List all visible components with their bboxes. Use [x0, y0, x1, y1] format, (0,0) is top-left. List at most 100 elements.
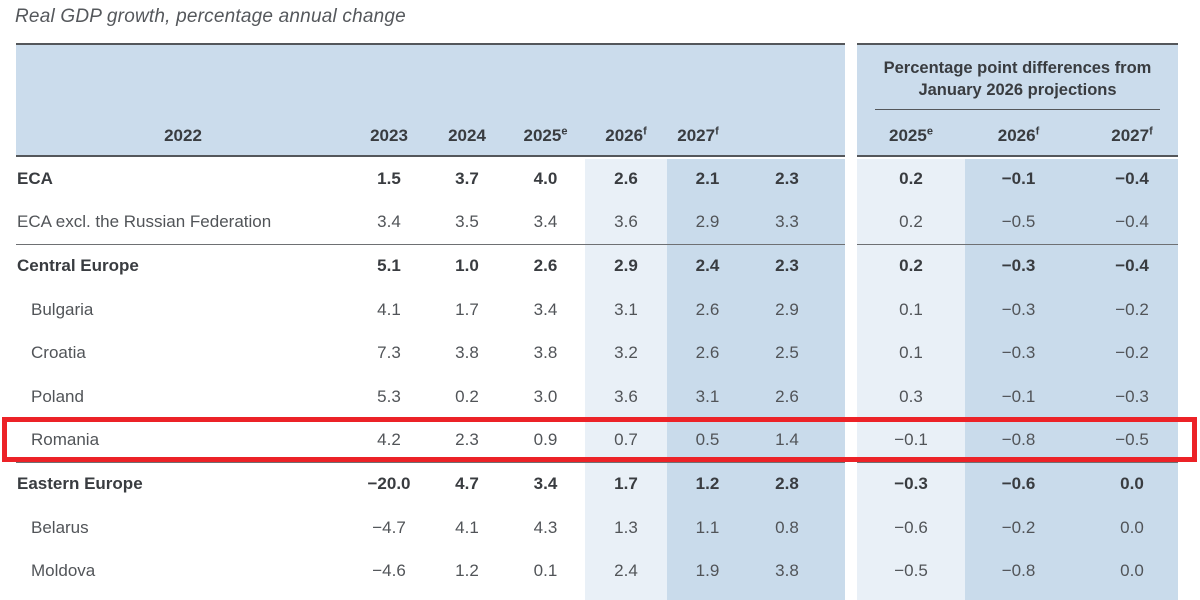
diff-value-cell: −0.2 — [1001, 517, 1036, 537]
table-row: Bulgaria 4.1 1.7 3.4 3.1 2.6 2.9 — [16, 288, 845, 332]
year-column-header: 2027f — [677, 125, 719, 145]
table-title: Real GDP growth, percentage annual chang… — [15, 6, 406, 27]
gdp-value-cell: 1.1 — [695, 517, 720, 537]
table-row-diff: −0.1 −0.8 −0.5 — [857, 419, 1178, 463]
year-column-header: 2027f — [1111, 125, 1153, 145]
gdp-value-cell: 1.0 — [455, 256, 479, 276]
diff-value-cell: −0.4 — [1115, 256, 1149, 276]
row-label: Croatia — [31, 343, 86, 363]
gdp-value-cell: 1.3 — [614, 517, 638, 537]
diff-value-cell: −0.8 — [1001, 561, 1036, 581]
table-row: Central Europe 5.1 1.0 2.6 2.9 2.4 2.3 — [16, 244, 845, 288]
year-column-header: 2025e — [889, 125, 933, 145]
diff-value-cell: 0.1 — [899, 343, 923, 363]
gdp-value-cell: 2.5 — [775, 343, 799, 363]
row-label: Moldova — [31, 561, 96, 581]
gdp-value-cell: 3.4 — [533, 212, 558, 232]
diff-value-cell: −0.8 — [1001, 430, 1036, 450]
growth-year-headers: 2022 2023 2024 2025e 2026f 2027f — [16, 126, 845, 146]
row-label: ECA — [17, 168, 53, 188]
gdp-value-cell: 0.1 — [533, 561, 558, 581]
gdp-value-cell: 7.3 — [377, 343, 401, 363]
diff-value-cell: −0.5 — [894, 561, 928, 581]
row-label: Poland — [31, 386, 84, 406]
diff-value-cell: −0.2 — [1115, 299, 1149, 319]
gdp-value-cell: −20.0 — [367, 474, 411, 494]
diff-value-cell: 0.2 — [899, 212, 923, 232]
diff-value-cell: −0.3 — [1001, 343, 1036, 363]
table-row-diff: −0.5 −0.8 0.0 — [857, 549, 1178, 593]
gdp-value-cell: 3.4 — [533, 474, 558, 494]
gdp-value-cell: 2.9 — [695, 212, 720, 232]
gdp-value-cell: 1.2 — [455, 561, 479, 581]
gdp-value-cell: 2.6 — [775, 386, 799, 406]
growth-rows: ECA 1.5 3.7 4.0 2.6 2.1 2.3 ECA excl. the Russi… — [16, 157, 845, 593]
diff-rows: 0.2 −0.1 −0.4 0.2 −0.5 −0.4 0.2 −0.3 −0.4 0.1 −0.3… — [857, 157, 1178, 593]
gdp-value-cell: 3.5 — [455, 212, 479, 232]
year-column-header: 2026f — [605, 125, 647, 145]
gdp-value-cell: 3.8 — [533, 343, 558, 363]
diff-value-cell: −0.1 — [1001, 168, 1036, 188]
gdp-value-cell: 3.6 — [614, 212, 638, 232]
diff-value-cell: 0.0 — [1120, 517, 1144, 537]
diff-value-cell: −0.1 — [1001, 386, 1036, 406]
year-column-header: 2024 — [448, 126, 486, 145]
gdp-value-cell: 4.1 — [377, 299, 401, 319]
gdp-value-cell: 3.8 — [455, 343, 479, 363]
diff-value-cell: −0.5 — [1001, 212, 1036, 232]
year-column-header: 2022 — [164, 126, 202, 145]
table-row-diff: 0.2 −0.1 −0.4 — [857, 157, 1178, 201]
projection-diff-header: Percentage point differences from Januar… — [857, 45, 1178, 157]
row-label: Belarus — [31, 517, 89, 537]
table-row-diff: 0.1 −0.3 −0.2 — [857, 288, 1178, 332]
gdp-value-cell: 2.3 — [775, 256, 799, 276]
gdp-table: 2022 2023 2024 2025e 2026f 2027f ECA 1.5 3.7 4.0… — [16, 43, 1178, 600]
diff-value-cell: −0.6 — [894, 517, 928, 537]
table-row: ECA excl. the Russian Federation 3.4 3.5 3.… — [16, 201, 845, 245]
row-label: Romania — [31, 430, 100, 450]
diff-value-cell: 0.1 — [899, 299, 923, 319]
gdp-value-cell: 3.3 — [775, 212, 799, 232]
gdp-value-cell: 1.4 — [775, 430, 799, 450]
gdp-value-cell: 5.3 — [377, 386, 401, 406]
table-row: Croatia 7.3 3.8 3.8 3.2 2.6 2.5 — [16, 331, 845, 375]
gdp-value-cell: 3.4 — [377, 212, 401, 232]
gdp-value-cell: 1.5 — [377, 168, 401, 188]
diff-value-cell: −0.1 — [894, 430, 928, 450]
gdp-value-cell: 5.1 — [377, 256, 401, 276]
diff-year-headers: 2025e 2026f 2027f — [857, 126, 1178, 146]
diff-value-cell: −0.6 — [1001, 474, 1036, 494]
table-row: Belarus −4.7 4.1 4.3 1.3 1.1 0.8 — [16, 506, 845, 550]
diff-value-cell: −0.5 — [1115, 430, 1149, 450]
diff-value-cell: −0.3 — [894, 474, 928, 494]
gdp-value-cell: 4.0 — [533, 168, 558, 188]
gdp-value-cell: 1.7 — [455, 299, 479, 319]
projection-diff-section: Percentage point differences from Januar… — [857, 43, 1178, 600]
gdp-value-cell: 2.6 — [695, 343, 720, 363]
gdp-value-cell: 3.2 — [614, 343, 638, 363]
gdp-growth-section: 2022 2023 2024 2025e 2026f 2027f ECA 1.5 3.7 4.0… — [16, 43, 845, 600]
gdp-value-cell: 3.0 — [533, 386, 558, 406]
diff-value-cell: 0.2 — [899, 256, 923, 276]
gdp-growth-header: 2022 2023 2024 2025e 2026f 2027f — [16, 45, 845, 157]
gdp-value-cell: 1.2 — [695, 474, 720, 494]
gdp-value-cell: 4.3 — [533, 517, 558, 537]
gdp-value-cell: 3.8 — [775, 561, 799, 581]
row-label: Bulgaria — [31, 299, 94, 319]
diff-value-cell: −0.3 — [1001, 299, 1036, 319]
dark-column-stripe-2026-2027 — [667, 159, 845, 600]
gdp-value-cell: 2.6 — [695, 299, 720, 319]
row-label: Central Europe — [17, 256, 139, 276]
gdp-value-cell: 0.7 — [614, 430, 638, 450]
diff-value-cell: 0.0 — [1120, 474, 1144, 494]
row-label: ECA excl. the Russian Federation — [17, 212, 272, 232]
year-column-header: 2026f — [997, 125, 1040, 145]
gdp-value-cell: 2.9 — [775, 299, 799, 319]
table-row: Eastern Europe −20.0 4.7 3.4 1.7 1.2 2.8 — [16, 462, 845, 506]
diff-value-cell: −0.4 — [1115, 168, 1149, 188]
gdp-value-cell: 2.4 — [614, 561, 638, 581]
table-row-diff: 0.1 −0.3 −0.2 — [857, 331, 1178, 375]
gdp-value-cell: −4.6 — [372, 561, 406, 581]
gdp-value-cell: 1.9 — [695, 561, 720, 581]
gdp-value-cell: 3.7 — [455, 168, 479, 188]
